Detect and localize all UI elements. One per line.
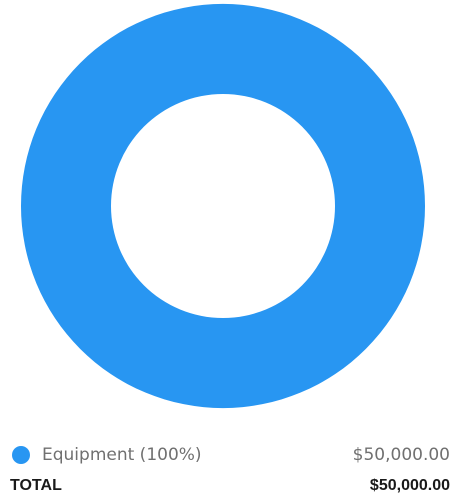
legend-color-dot-icon — [12, 446, 30, 464]
total-amount: $50,000.00 — [369, 477, 450, 494]
legend-item-amount: $50,000.00 — [352, 445, 450, 465]
total-row: TOTAL $50,000.00 — [10, 474, 450, 498]
donut-chart-svg — [20, 3, 426, 409]
donut-slice-equipment[interactable] — [20, 3, 426, 409]
legend-item-equipment[interactable]: Equipment (100%) $50,000.00 — [12, 442, 450, 468]
legend-item-label: Equipment (100%) — [42, 445, 202, 465]
donut-chart-area — [20, 3, 426, 409]
total-label: TOTAL — [10, 477, 62, 494]
legend-item-left: Equipment (100%) — [12, 445, 202, 465]
